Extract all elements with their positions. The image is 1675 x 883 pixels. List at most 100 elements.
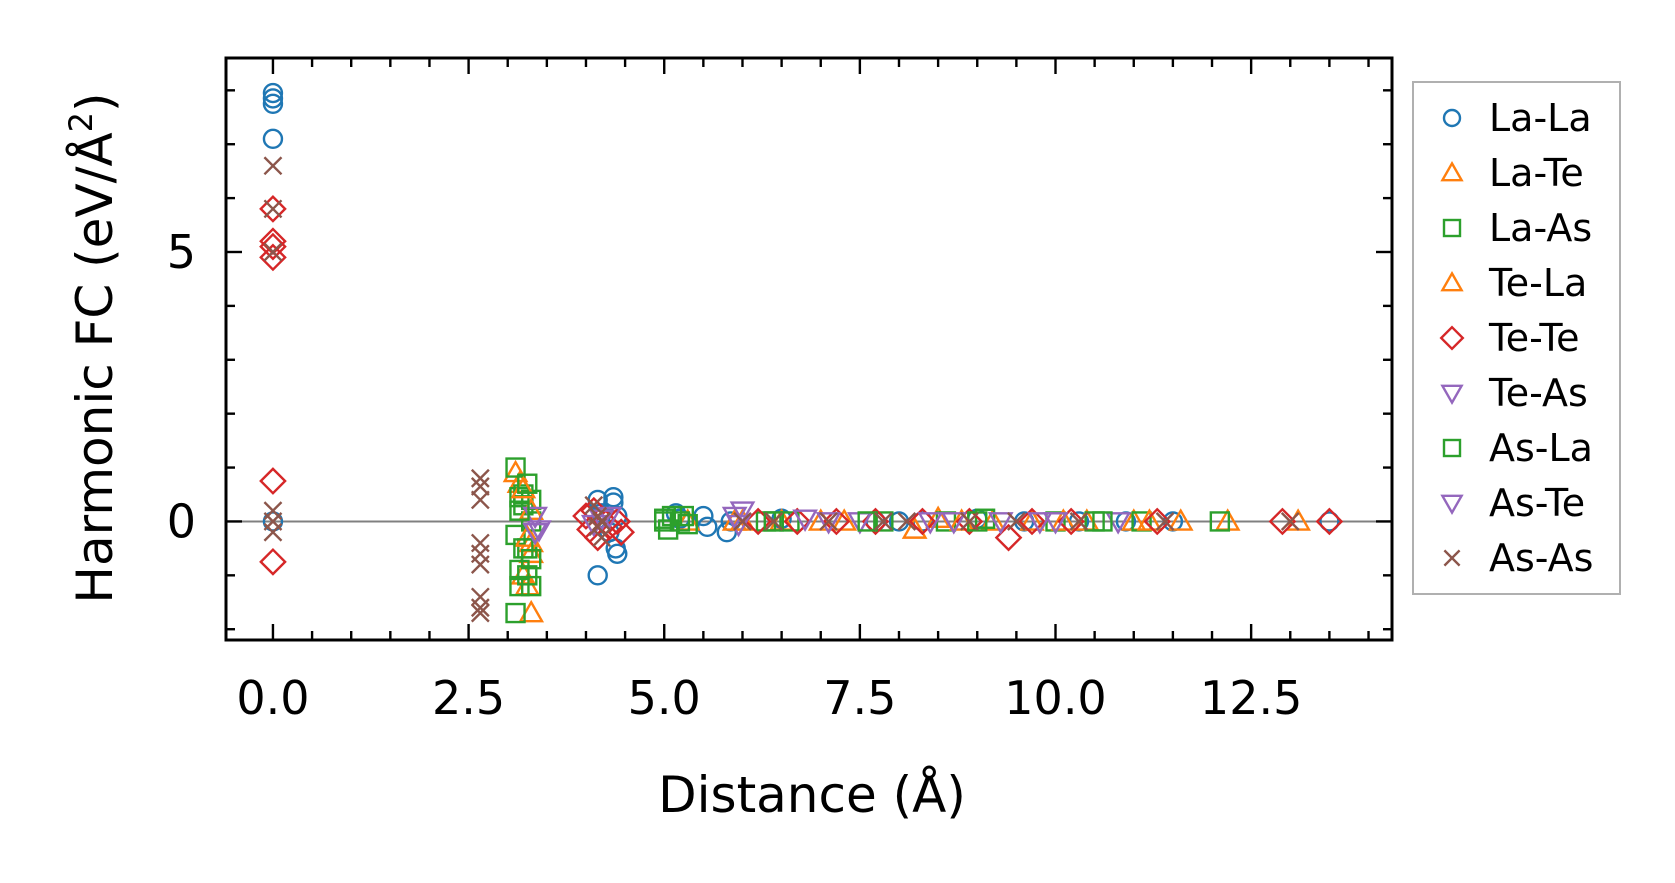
data-point	[262, 128, 284, 150]
data-point	[815, 512, 842, 535]
data-point	[259, 195, 287, 223]
y-tick-label: 5	[167, 225, 196, 279]
data-point	[259, 548, 287, 576]
data-point	[857, 511, 878, 532]
data-point	[987, 512, 1014, 535]
data-point	[980, 508, 1006, 531]
data-point	[1167, 508, 1194, 531]
data-point	[259, 232, 287, 261]
data-point	[917, 512, 944, 535]
data-point	[1069, 512, 1089, 531]
data-point	[1018, 507, 1046, 536]
data-point	[263, 199, 283, 219]
ticks	[226, 58, 1392, 640]
data-point	[1155, 512, 1175, 531]
data-point	[831, 508, 858, 531]
series-as-as	[263, 156, 1300, 623]
data-point	[522, 506, 548, 530]
data-point	[262, 88, 284, 109]
legend-item-la-la: La-La	[1442, 96, 1592, 140]
legend-marker	[1442, 108, 1462, 128]
data-point	[263, 512, 283, 531]
x-tick-label: 10.0	[1004, 671, 1106, 725]
legend-label: As-La	[1489, 426, 1593, 470]
legend-label: Te-Te	[1488, 316, 1580, 360]
legend-marker	[1443, 549, 1461, 567]
data-point	[729, 501, 756, 524]
data-point	[819, 512, 838, 531]
legend: La-La La-Te La-As Te-La Te-Te Te-As As-La As-Te…	[1412, 81, 1621, 595]
data-point	[1092, 511, 1113, 532]
data-point	[517, 565, 538, 586]
legend-item-la-as: La-As	[1442, 206, 1592, 250]
legend-item-te-as: Te-As	[1440, 371, 1588, 415]
data-point	[873, 512, 893, 531]
data-point	[592, 512, 612, 531]
legend-label: As-As	[1489, 536, 1593, 580]
x-axis-label: Distance (Å)	[658, 766, 966, 824]
data-point	[514, 524, 541, 547]
plot-frame	[224, 56, 1394, 642]
data-point	[908, 507, 937, 536]
legend-item-la-te: La-Te	[1440, 151, 1584, 195]
data-point	[654, 508, 675, 529]
legend-marker	[1442, 218, 1462, 238]
y-tick-label: 0	[167, 494, 196, 548]
legend-label: La-La	[1489, 96, 1592, 140]
legend-label: La-As	[1489, 206, 1592, 250]
legend-label: La-Te	[1489, 151, 1584, 195]
y-tick-labels: 05	[167, 225, 196, 548]
data-point	[517, 473, 538, 494]
data-point	[763, 511, 784, 532]
x-tick-labels: 0.0 2.5 5.0 7.5 10.0 12.5	[236, 671, 1302, 725]
x-tick-label: 12.5	[1200, 671, 1302, 725]
data-point	[470, 598, 490, 618]
legend-label: As-Te	[1489, 481, 1585, 525]
data-point	[1136, 508, 1163, 531]
data-point	[470, 477, 490, 496]
data-point	[901, 516, 928, 539]
data-point	[1319, 511, 1340, 532]
data-point	[779, 511, 800, 532]
data-point	[1143, 507, 1172, 536]
legend-label: Te-As	[1488, 371, 1588, 415]
data-point	[262, 93, 284, 115]
data-point	[522, 522, 548, 546]
x-tick-label: 5.0	[628, 671, 701, 725]
legend-marker	[1440, 494, 1464, 516]
data-point	[505, 602, 526, 624]
x-tick-label: 0.0	[236, 671, 309, 725]
data-point	[505, 457, 526, 478]
data-point	[792, 509, 818, 532]
plot-area	[224, 56, 1394, 642]
legend-item-as-te: As-Te	[1440, 481, 1585, 525]
legend-marker	[1440, 384, 1464, 406]
data-point	[1050, 508, 1077, 531]
data-point	[744, 507, 772, 536]
data-point	[607, 543, 628, 564]
data-point	[1019, 508, 1045, 531]
data-point	[587, 565, 608, 586]
data-point	[1042, 512, 1069, 535]
series-la-la	[262, 82, 1340, 586]
data-point	[509, 500, 530, 521]
legend-item-te-la: Te-La	[1440, 261, 1587, 305]
data-point	[262, 511, 284, 532]
data-point	[259, 467, 287, 495]
data-point	[584, 495, 604, 515]
data-point	[513, 538, 534, 559]
legend-marker	[1440, 270, 1464, 292]
data-point	[873, 511, 894, 532]
data-point	[603, 486, 624, 508]
legend-marker	[1439, 325, 1465, 351]
data-point	[1280, 512, 1300, 531]
data-point	[1268, 507, 1297, 536]
data-point	[897, 512, 917, 531]
data-point	[733, 512, 752, 531]
series-te-te	[259, 195, 1344, 576]
data-point	[520, 575, 542, 597]
data-point	[526, 520, 552, 543]
legend-marker	[1442, 438, 1462, 458]
data-point	[262, 82, 284, 104]
